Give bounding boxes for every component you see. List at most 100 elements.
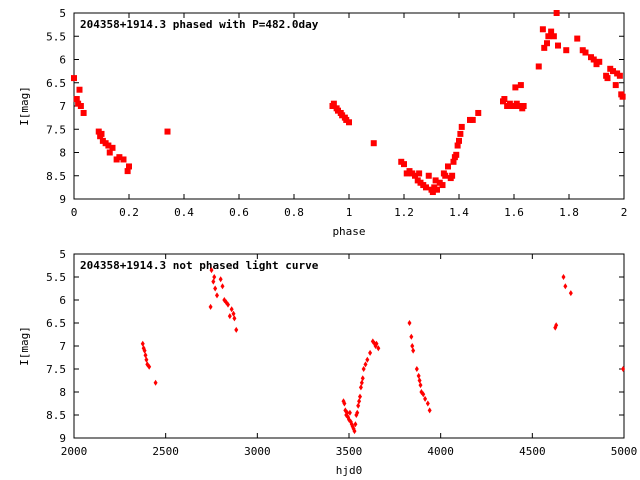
data-point (517, 82, 524, 89)
x-tick-label: 0.4 (174, 206, 194, 219)
x-tick-label: 2500 (152, 445, 179, 458)
data-point (359, 379, 364, 386)
plot-frame (73, 12, 625, 200)
data-point (211, 278, 216, 285)
chart-title: 204358+1914.3 not phased light curve (80, 259, 319, 272)
data-point (363, 361, 368, 368)
data-point (330, 100, 337, 107)
data-point (120, 156, 127, 163)
data-point (164, 128, 171, 135)
y-axis-label: I[mag] (18, 86, 31, 126)
data-point (445, 163, 451, 170)
data-point (147, 363, 152, 370)
data-point (554, 322, 559, 329)
data-point (610, 68, 616, 75)
data-point (535, 63, 542, 70)
data-point (561, 274, 566, 280)
data-point (450, 158, 457, 165)
data-point (555, 42, 561, 49)
data-point (220, 283, 225, 290)
x-tick-label: 4500 (519, 445, 546, 458)
data-point (418, 382, 423, 389)
y-tick-label: 7 (59, 100, 66, 113)
data-point (453, 151, 460, 158)
x-tick-label: 0.2 (119, 206, 139, 219)
data-point (458, 123, 465, 130)
y-tick-label: 6.5 (46, 317, 66, 330)
data-point (568, 290, 573, 297)
x-tick-label: 0 (71, 206, 78, 219)
data-point (520, 103, 527, 109)
data-point (401, 161, 407, 168)
data-point (548, 28, 555, 35)
data-point (582, 49, 589, 56)
data-point (454, 142, 461, 149)
data-point (539, 26, 546, 33)
data-point (563, 47, 570, 54)
data-point (73, 96, 80, 103)
data-point (553, 10, 560, 16)
data-point (612, 82, 619, 89)
data-point (427, 407, 432, 414)
data-point (153, 379, 158, 386)
data-point (515, 103, 522, 109)
x-tick-label: 1.4 (449, 206, 469, 219)
data-point (442, 172, 449, 179)
data-point (457, 130, 464, 137)
data-point (416, 372, 421, 379)
data-point (425, 172, 432, 179)
data-point (80, 109, 87, 116)
data-point (116, 154, 123, 161)
data-point (143, 352, 148, 359)
data-point (209, 267, 214, 274)
x-tick-label: 0.8 (284, 206, 304, 219)
y-tick-label: 5.5 (46, 30, 66, 43)
y-tick-label: 7 (59, 340, 66, 353)
data-point (213, 285, 218, 292)
y-tick-label: 5.5 (46, 271, 66, 284)
y-tick-label: 8 (59, 386, 66, 399)
axis-ticks: 0 0.2 0.4 0.6 0.8 1 1.2 1.4 1.6 1.8 2 5 5.5 6 6.5 7 7.5 8… (46, 7, 627, 219)
y-tick-label: 6.5 (46, 77, 66, 90)
data-point (227, 313, 232, 320)
data-point (361, 366, 366, 372)
data-point (71, 75, 77, 82)
data-point (109, 144, 116, 151)
data-point (544, 40, 550, 47)
data-point (353, 421, 358, 428)
data-point (376, 345, 381, 352)
data-point (456, 137, 462, 144)
x-tick-label: 5000 (611, 445, 638, 458)
data-point (619, 93, 626, 100)
unphased-light-curve-panel: 204358+1914.3 not phased light curve hjd… (18, 248, 637, 477)
data-point (475, 109, 482, 116)
data-point (374, 340, 379, 347)
data-point (347, 409, 352, 416)
data-point (368, 349, 373, 356)
data-point (512, 84, 519, 91)
y-tick-label: 6 (59, 54, 66, 67)
data-point (140, 340, 145, 347)
data-point (106, 149, 113, 156)
data-point (423, 395, 428, 402)
data-point (352, 428, 357, 435)
data-point (345, 409, 350, 416)
data-point (342, 400, 347, 407)
data-point (421, 391, 426, 398)
x-axis-label: hjd0 (336, 464, 363, 477)
y-axis-label: I[mag] (18, 326, 31, 366)
data-point (355, 409, 360, 416)
data-point (469, 116, 476, 123)
x-tick-label: 0.6 (229, 206, 249, 219)
data-point (432, 177, 439, 184)
data-point (416, 170, 423, 177)
data-point (370, 140, 377, 147)
y-tick-label: 9 (59, 432, 66, 445)
x-tick-label: 1.2 (394, 206, 414, 219)
data-point (596, 58, 603, 65)
data-point (142, 347, 147, 354)
y-tick-label: 8 (59, 147, 66, 160)
data-point (229, 306, 234, 313)
data-point (616, 72, 623, 79)
